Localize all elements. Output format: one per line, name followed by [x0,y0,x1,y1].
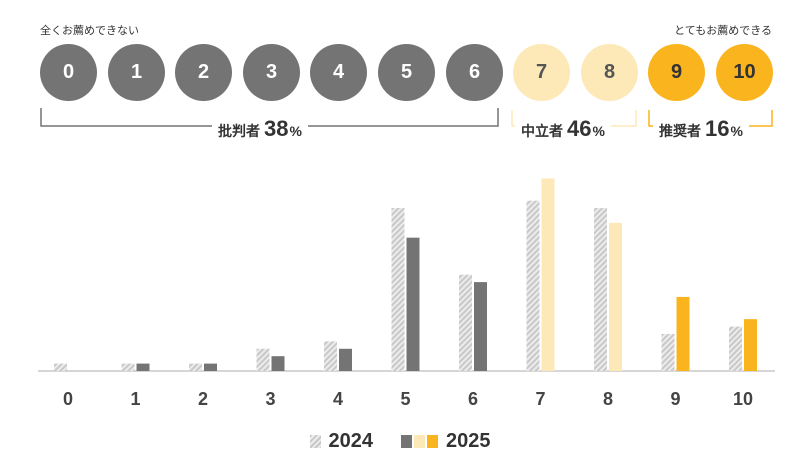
x-tick-label-9: 9 [670,389,680,409]
score-circle-8: 8 [581,44,638,101]
bar-2024-7 [526,200,540,371]
nps-chart: 0 1 2 3 4 5 6 7 8 9 10 [38,108,775,409]
bar-2024-1 [121,363,135,371]
bar-2025-8 [609,222,622,371]
bar-2025-5 [406,237,420,371]
score-circle-6: 6 [446,44,503,101]
x-tick-label-10: 10 [733,389,753,409]
bar-2024-6 [459,274,472,371]
x-tick-label-4: 4 [333,389,343,409]
legend-swatch-2024 [309,435,321,448]
score-circle-9: 9 [648,44,705,101]
bar-2025-6 [474,282,487,371]
bar-2024-2 [189,363,202,371]
x-tick-label-7: 7 [535,389,545,409]
scale-high-label: とてもお薦めできる [674,25,772,37]
promoter-name: 推奨者 [659,123,701,139]
x-tick-label-6: 6 [468,389,478,409]
detractor-pct: 38 [264,116,289,141]
x-tick-label-8: 8 [603,389,613,409]
bar-2025-3 [271,356,285,371]
passive-group-label: 中立者 46% [515,116,611,142]
bar-2025-4 [339,348,352,371]
legend-item-2025: 2025 [401,430,491,453]
x-tick-label-0: 0 [63,389,73,409]
detractor-group-label: 批判者 38% [212,116,308,142]
x-tick-label-3: 3 [265,389,275,409]
chart-legend: 2024 2025 [0,430,800,453]
score-circle-7: 7 [513,44,570,101]
bar-2024-10 [729,326,742,371]
bar-2025-1 [136,363,150,371]
score-circle-1: 1 [108,44,165,101]
x-tick-label-2: 2 [198,389,208,409]
bar-2025-7 [541,178,555,371]
score-circle-10: 10 [716,44,773,101]
score-circle-4: 4 [310,44,367,101]
legend-label-2025: 2025 [446,430,491,452]
bar-2024-8 [594,208,607,371]
bar-2024-9 [661,333,675,371]
score-circle-2: 2 [175,44,232,101]
passive-pct: 46 [567,116,592,141]
legend-item-2024: 2024 [309,430,374,453]
bar-2024-3 [256,348,270,371]
passive-pct-symbol: % [592,123,605,139]
bar-2024-5 [391,208,405,371]
legend-label-2024: 2024 [328,430,374,452]
promoter-group-label: 推奨者 16% [653,116,749,142]
x-tick-label-1: 1 [130,389,140,409]
bar-2024-0 [54,363,67,371]
legend-swatch-2025 [401,435,438,448]
score-circle-5: 5 [378,44,435,101]
detractor-pct-symbol: % [289,123,302,139]
bar-2024-4 [324,341,337,371]
bar-2025-9 [676,296,690,371]
promoter-pct-symbol: % [730,123,743,139]
passive-name: 中立者 [521,123,563,139]
detractor-name: 批判者 [218,123,260,139]
x-tick-label-5: 5 [400,389,410,409]
score-circle-3: 3 [243,44,300,101]
bar-2025-10 [744,319,757,371]
bar-2025-2 [204,363,217,371]
scale-low-label: 全くお薦めできない [40,25,139,37]
promoter-pct: 16 [705,116,730,141]
score-circle-0: 0 [40,44,97,101]
